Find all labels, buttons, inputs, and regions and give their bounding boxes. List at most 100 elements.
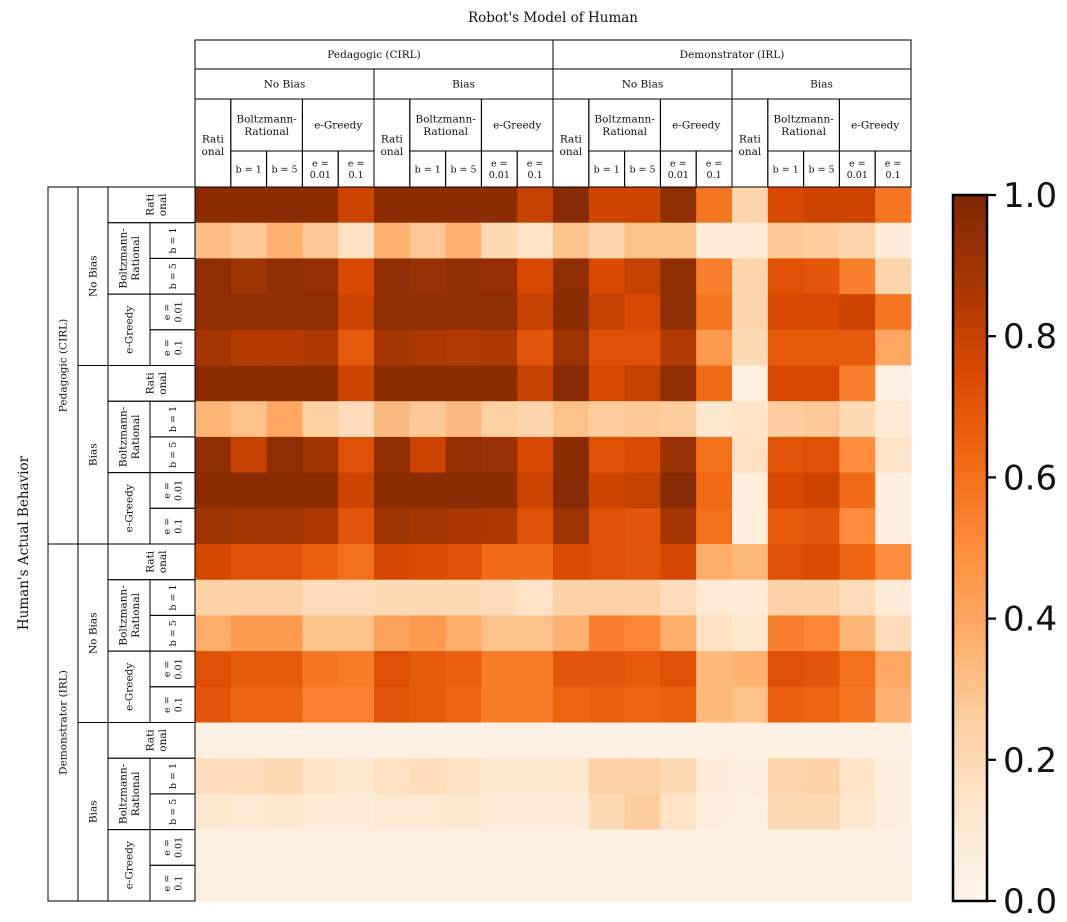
row-header-l3: e-Greedy — [124, 484, 136, 532]
col-header-l3: e-Greedy — [851, 120, 899, 132]
heatmap-cell-r3-c17 — [803, 294, 840, 331]
heatmap-cell-r16-c14 — [696, 758, 733, 795]
heatmap-cell-r5-c15 — [732, 365, 769, 402]
heatmap-cell-r17-c3 — [302, 793, 339, 830]
heatmap-cell-r5-c14 — [696, 365, 733, 402]
heatmap-cell-r8-c15 — [732, 472, 769, 509]
heatmap-cell-r7-c3 — [302, 436, 339, 473]
heatmap-cell-r0-c17 — [803, 187, 840, 224]
heatmap-cell-r17-c0 — [195, 793, 232, 830]
heatmap-cell-r1-c7 — [445, 222, 482, 259]
heatmap-cell-r5-c1 — [230, 365, 267, 402]
row-header-l4: b = 5 — [168, 263, 179, 289]
heatmap-cell-r10-c7 — [445, 544, 482, 581]
heatmap-cell-r0-c11 — [588, 187, 625, 224]
heatmap-cell-r9-c10 — [553, 508, 590, 545]
heatmap-cell-r12-c19 — [875, 615, 912, 652]
heatmap-cell-r0-c0 — [195, 187, 232, 224]
heatmap-cell-r14-c10 — [553, 686, 590, 723]
heatmap-cell-r5-c16 — [767, 365, 804, 402]
heatmap-cell-r18-c8 — [481, 829, 518, 866]
heatmap-cell-r0-c10 — [553, 187, 590, 224]
heatmap-cell-r1-c13 — [660, 222, 697, 259]
heatmap-cell-r17-c14 — [696, 793, 733, 830]
heatmap-cell-r16-c10 — [553, 758, 590, 795]
heatmap-cell-r16-c7 — [445, 758, 482, 795]
heatmap-cell-r5-c8 — [481, 365, 518, 402]
heatmap-cell-r18-c9 — [517, 829, 554, 866]
col-header-l3: Rati onal — [381, 133, 404, 158]
heatmap-cell-r11-c8 — [481, 579, 518, 616]
heatmap-cell-r12-c1 — [230, 615, 267, 652]
heatmap-cell-r9-c1 — [230, 508, 267, 545]
heatmap-cell-r10-c4 — [338, 544, 375, 581]
heatmap-cell-r8-c19 — [875, 472, 912, 509]
heatmap-cell-r7-c12 — [624, 436, 661, 473]
heatmap-cell-r4-c16 — [767, 329, 804, 366]
heatmap-cell-r16-c4 — [338, 758, 375, 795]
heatmap-cell-r1-c1 — [230, 222, 267, 259]
heatmap-cell-r1-c12 — [624, 222, 661, 259]
heatmap-cell-r17-c7 — [445, 793, 482, 830]
col-header-l2: No Bias — [264, 79, 306, 91]
heatmap-cell-r2-c12 — [624, 258, 661, 295]
heatmap-cell-r17-c17 — [803, 793, 840, 830]
heatmap-cell-r9-c14 — [696, 508, 733, 545]
heatmap-cell-r13-c3 — [302, 651, 339, 688]
heatmap-cell-r18-c10 — [553, 829, 590, 866]
row-header-l4: e =0.01 — [162, 658, 184, 679]
heatmap-cell-r4-c14 — [696, 329, 733, 366]
heatmap-cell-r12-c4 — [338, 615, 375, 652]
heatmap-cell-r0-c9 — [517, 187, 554, 224]
heatmap-cell-r2-c10 — [553, 258, 590, 295]
heatmap-cell-r2-c1 — [230, 258, 267, 295]
heatmap-cell-r13-c15 — [732, 651, 769, 688]
heatmap-cell-r12-c5 — [374, 615, 411, 652]
col-header-l1: Pedagogic (CIRL) — [327, 49, 420, 61]
heatmap-cell-r2-c9 — [517, 258, 554, 295]
heatmap-cell-r5-c5 — [374, 365, 411, 402]
heatmap-cell-r1-c11 — [588, 222, 625, 259]
heatmap-cell-r6-c13 — [660, 401, 697, 438]
heatmap-cell-r6-c19 — [875, 401, 912, 438]
heatmap-cell-r5-c3 — [302, 365, 339, 402]
colorbar-ticks: 0.0 0.2 0.4 0.6 0.8 1.0 — [987, 176, 1057, 922]
heatmap-cell-r18-c19 — [875, 829, 912, 866]
heatmap-cell-r16-c18 — [839, 758, 876, 795]
col-header-l4: e = 0.01 — [847, 159, 868, 181]
heatmap-cell-r9-c7 — [445, 508, 482, 545]
heatmap-cell-r18-c18 — [839, 829, 876, 866]
heatmap-cell-r13-c0 — [195, 651, 232, 688]
heatmap-cell-r7-c18 — [839, 436, 876, 473]
heatmap-cell-r16-c2 — [266, 758, 303, 795]
heatmap-cell-r11-c5 — [374, 579, 411, 616]
heatmap-cell-r13-c16 — [767, 651, 804, 688]
heatmap-cell-r6-c14 — [696, 401, 733, 438]
row-header-l4: b = 5 — [168, 442, 179, 468]
heatmap-cell-r7-c9 — [517, 436, 554, 473]
heatmap-cell-r17-c9 — [517, 793, 554, 830]
heatmap-cell-r18-c15 — [732, 829, 769, 866]
row-header-l3: Rational — [144, 193, 169, 216]
heatmap-cell-r13-c18 — [839, 651, 876, 688]
heatmap-cell-r7-c11 — [588, 436, 625, 473]
heatmap-cell-r7-c2 — [266, 436, 303, 473]
heatmap-cell-r14-c18 — [839, 686, 876, 723]
heatmap-cell-r3-c18 — [839, 294, 876, 331]
heatmap-cell-r13-c10 — [553, 651, 590, 688]
heatmap-cell-r17-c15 — [732, 793, 769, 830]
heatmap-cell-r15-c9 — [517, 722, 554, 759]
row-header-l3: Rational — [144, 728, 169, 751]
heatmap-cell-r12-c9 — [517, 615, 554, 652]
heatmap-cell-r16-c9 — [517, 758, 554, 795]
heatmap-cell-r11-c3 — [302, 579, 339, 616]
heatmap-cell-r7-c16 — [767, 436, 804, 473]
row-header-l4: b = 1 — [168, 763, 179, 789]
row-header-l3: e-Greedy — [124, 663, 136, 711]
heatmap-cell-r10-c0 — [195, 544, 232, 581]
heatmap-cell-r14-c16 — [767, 686, 804, 723]
heatmap-cell-r19-c10 — [553, 865, 590, 902]
heatmap-cell-r11-c10 — [553, 579, 590, 616]
heatmap-cell-r9-c11 — [588, 508, 625, 545]
